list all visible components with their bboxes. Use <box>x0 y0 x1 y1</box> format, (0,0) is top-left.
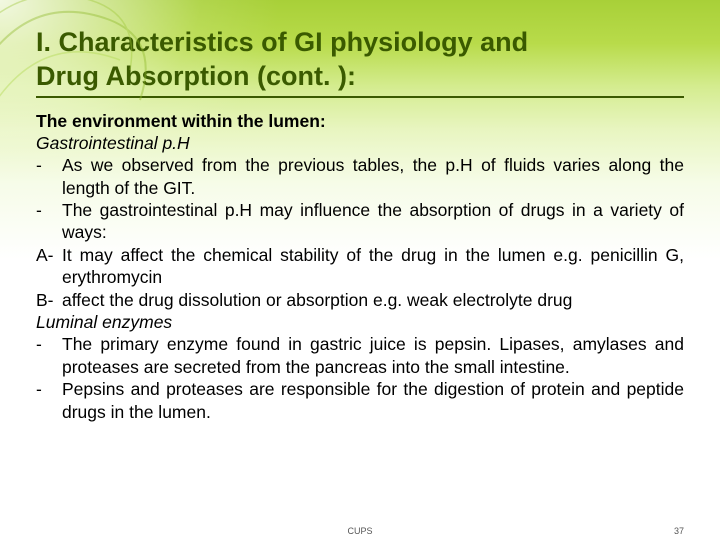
slide-title: I. Characteristics of GI physiology and … <box>36 26 684 94</box>
bullet-marker: - <box>36 154 62 199</box>
bullet-marker: - <box>36 333 62 378</box>
bullet-text: affect the drug dissolution or absorptio… <box>62 289 684 311</box>
bullet-marker: - <box>36 199 62 244</box>
bullet-marker: A- <box>36 244 62 289</box>
title-line-2: Drug Absorption (cont. ): <box>36 61 356 91</box>
bullet-item: - The primary enzyme found in gastric ju… <box>36 333 684 378</box>
bullet-item: A- It may affect the chemical stability … <box>36 244 684 289</box>
bullet-item: B- affect the drug dissolution or absorp… <box>36 289 684 311</box>
bullet-marker: - <box>36 378 62 423</box>
bullet-item: - The gastrointestinal p.H may influence… <box>36 199 684 244</box>
footer-center: CUPS <box>347 526 372 536</box>
bullet-marker: B- <box>36 289 62 311</box>
slide: I. Characteristics of GI physiology and … <box>0 0 720 540</box>
bullet-text: The gastrointestinal p.H may influence t… <box>62 199 684 244</box>
bullet-text: Pepsins and proteases are responsible fo… <box>62 378 684 423</box>
title-line-1: I. Characteristics of GI physiology and <box>36 27 528 57</box>
footer-page-number: 37 <box>674 526 684 536</box>
subheading-enzymes: Luminal enzymes <box>36 311 684 333</box>
bullet-item: - Pepsins and proteases are responsible … <box>36 378 684 423</box>
subheading-ph: Gastrointestinal p.H <box>36 132 684 154</box>
heading-environment: The environment within the lumen: <box>36 110 684 132</box>
bullet-text: The primary enzyme found in gastric juic… <box>62 333 684 378</box>
bullet-text: It may affect the chemical stability of … <box>62 244 684 289</box>
bullet-item: - As we observed from the previous table… <box>36 154 684 199</box>
bullet-text: As we observed from the previous tables,… <box>62 154 684 199</box>
title-underline <box>36 96 684 98</box>
slide-content: The environment within the lumen: Gastro… <box>36 110 684 423</box>
